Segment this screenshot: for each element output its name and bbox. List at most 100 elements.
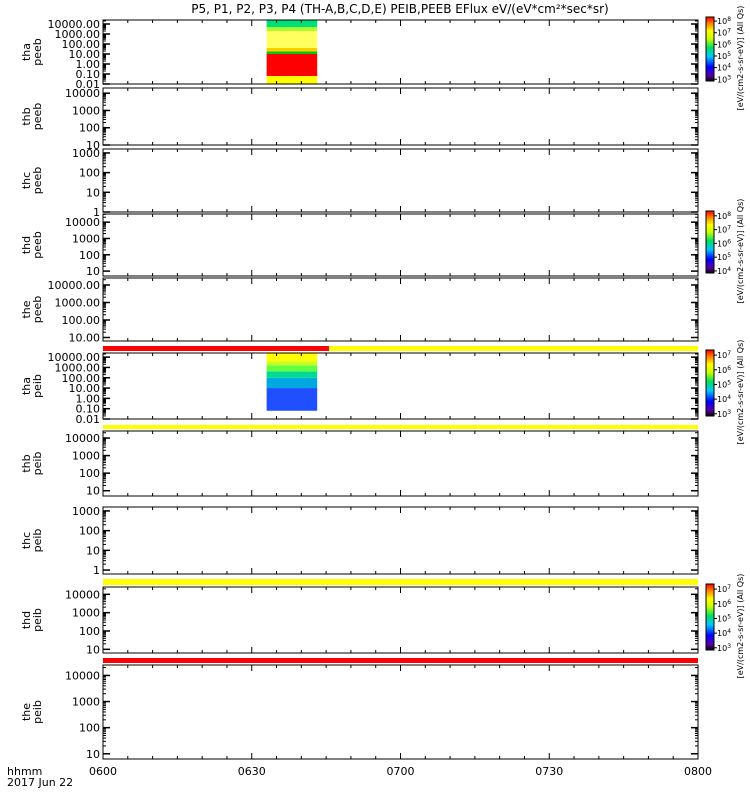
y-tick-label: 100: [79, 722, 100, 735]
panel-product-label: peeb: [31, 167, 44, 195]
y-tick-label: 10: [86, 643, 100, 656]
spectrogram-band-1: [266, 54, 318, 76]
flag-bar-1-segment-0: [103, 425, 698, 429]
y-tick-label: 100: [79, 525, 100, 538]
panel-frame: [102, 277, 699, 342]
y-tick-label: 10.00: [69, 382, 101, 395]
panel-probe-label: tha: [20, 377, 33, 395]
panel-product-label: peib: [31, 700, 44, 724]
y-tick-label: 10: [86, 544, 100, 557]
panel-product-label: peib: [31, 529, 44, 553]
colorbar-tick-label: 105: [717, 51, 731, 61]
flag-bar-0-segment-1: [329, 346, 698, 351]
chart-title: P5, P1, P2, P3, P4 (TH-A,B,C,D,E) PEIB,P…: [191, 2, 608, 16]
colorbar-1: 104 105 106 107 108 [eV/(cm2-s-sr-eV)] (All Q…: [705, 199, 745, 304]
colorbar-2: 103 104 105 106 107 [eV/(cm2-s-sr-eV)] (All Q…: [705, 340, 745, 445]
colorbar-tick-label: 105: [717, 252, 731, 262]
y-tick-label: 1.00: [76, 58, 101, 71]
panel-frame: [102, 664, 699, 760]
y-tick-label: 100: [79, 122, 100, 135]
colorbar-tick-label: 108: [717, 16, 731, 26]
panels-group: 10000.001000.00100.0010.001.000.100.01th…: [20, 18, 699, 761]
panel-product-label: peeb: [31, 296, 44, 324]
colorbar-tick-label: 108: [717, 211, 731, 221]
panel-probe-label: thb: [20, 454, 33, 472]
y-tick-label: 100.00: [62, 314, 101, 327]
colorbars-group: 103 104 105 106 107 108 [eV/(cm2-s-sr-eV)] (Al…: [705, 6, 745, 678]
flag-bar-2-segment-0: [103, 579, 698, 585]
panel-frame: [102, 506, 699, 575]
x-tick-label-0730: 0730: [535, 765, 563, 778]
colorbar-tick-label: 103: [717, 74, 731, 84]
panel-product-label: peeb: [31, 103, 44, 131]
spectrogram-band-0: [266, 388, 318, 411]
panel-probe-label: thc: [20, 172, 33, 189]
spectrogram-band-4: [266, 361, 318, 366]
y-tick-label: 10: [86, 139, 100, 152]
x-tick-label-0600: 0600: [89, 765, 117, 778]
y-tick-label: 10000.00: [48, 351, 101, 364]
y-tick-label: 10000: [65, 588, 100, 601]
colorbar-fill: [705, 583, 715, 651]
panel-probe-label: the: [20, 300, 33, 318]
colorbar-3: 103 104 105 106 107 [eV/(cm2-s-sr-eV)] (All Q…: [705, 574, 745, 678]
colorbar-fill: [705, 349, 715, 417]
x-axis-label-date: 2017 Jun 22: [7, 776, 73, 789]
y-tick-label: 0.10: [76, 68, 101, 81]
spectrogram-band-1: [266, 377, 318, 389]
y-tick-label: 1000: [72, 696, 100, 709]
panel-product-label: peib: [31, 608, 44, 632]
panel-frame: [102, 19, 699, 85]
y-tick-label: 100.00: [62, 38, 101, 51]
y-tick-label: 1000: [72, 450, 100, 463]
y-tick-label: 100: [79, 625, 100, 638]
y-tick-label: 1000.00: [55, 297, 101, 310]
y-tick-label: 10000: [65, 669, 100, 682]
x-tick-label-0630: 0630: [238, 765, 266, 778]
colorbar-tick-label: 104: [717, 628, 731, 638]
colorbar-tick-label: 106: [717, 238, 731, 248]
y-tick-label: 1000: [72, 147, 100, 160]
colorbar-tick-label: 107: [717, 350, 731, 360]
panel-frame: [102, 430, 699, 497]
y-tick-label: 100: [79, 249, 100, 262]
flag-bar-3-segment-0: [103, 658, 698, 663]
y-tick-label: 1: [93, 206, 100, 219]
spectrogram-band-2: [266, 51, 318, 54]
y-tick-label: 10000: [65, 87, 100, 100]
colorbar-tick-label: 103: [717, 643, 731, 653]
y-tick-label: 1.00: [76, 392, 101, 405]
y-tick-label: 10000.00: [48, 18, 101, 31]
panel-product-label: peeb: [31, 231, 44, 259]
spectrogram-band-0: [266, 76, 318, 84]
y-tick-label: 1000: [72, 607, 100, 620]
panel-probe-label: thd: [20, 236, 33, 254]
spectrogram-band-4: [266, 31, 318, 48]
panel-product-label: peib: [31, 452, 44, 476]
colorbar-tick-label: 107: [717, 584, 731, 594]
colorbar-tick-label: 107: [717, 225, 731, 235]
spectrogram-band-6: [266, 20, 318, 27]
x-tick-label-0700: 0700: [387, 765, 415, 778]
panel-frame: [102, 586, 699, 654]
colorbar-label: [eV/(cm2-s-sr-eV)] (All Qs): [736, 199, 745, 304]
y-tick-label: 1000.00: [55, 28, 101, 41]
panel-frame: [102, 213, 699, 277]
colorbar-tick-label: 107: [717, 28, 731, 38]
colorbar-label: [eV/(cm2-s-sr-eV)] (All Qs): [736, 340, 745, 445]
panel-probe-label: thb: [20, 107, 33, 125]
y-tick-label: 10.00: [69, 48, 101, 61]
y-tick-label: 10: [86, 265, 100, 278]
y-tick-label: 10: [86, 186, 100, 199]
y-tick-label: 0.10: [76, 403, 101, 416]
panel-product-label: peib: [31, 374, 44, 398]
spectrogram-band-2: [266, 371, 318, 378]
